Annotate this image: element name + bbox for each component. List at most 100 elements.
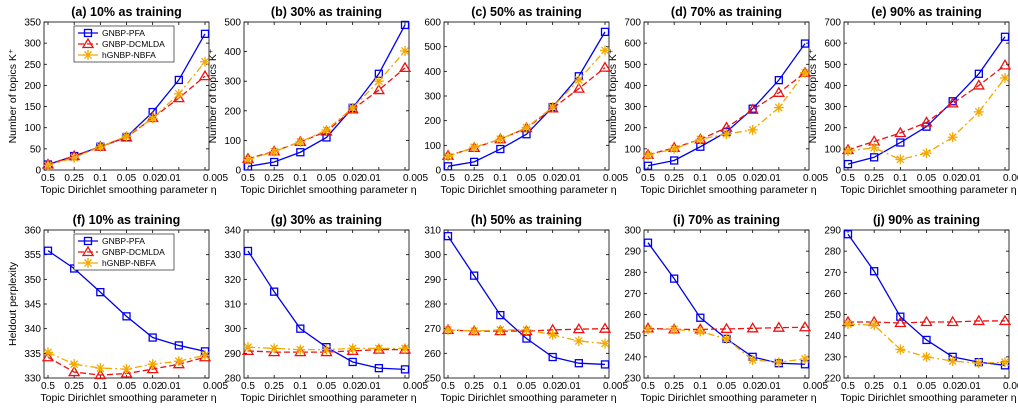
x-tick-label: 0.1 (493, 381, 507, 392)
plot-frame (843, 21, 1010, 171)
data-point (695, 134, 706, 145)
data-point (400, 20, 410, 30)
y-tick-label: 290 (624, 247, 641, 258)
legend-entry: hGNBP-NBFA (102, 50, 156, 60)
data-point (270, 287, 279, 296)
data-point (695, 326, 706, 337)
data-point (198, 69, 212, 81)
series-line (847, 36, 1006, 165)
x-tick-label: 0.005 (203, 381, 228, 392)
y-tick-label: 300 (624, 226, 641, 237)
data-point (895, 154, 906, 165)
data-point (800, 39, 810, 48)
x-tick-label: 0.05 (917, 173, 937, 184)
data-point (573, 336, 584, 346)
data-point (469, 326, 480, 337)
y-axis-label: Number of topics K⁺ (207, 48, 219, 143)
data-point (548, 352, 557, 362)
data-point (574, 359, 583, 368)
data-point (670, 274, 679, 283)
x-axis-label: Topic Dirichlet smoothing parameter η (40, 184, 216, 196)
legend-marker (83, 236, 93, 246)
y-tick-label: 300 (824, 102, 841, 113)
y-tick-label: 220 (824, 374, 841, 385)
y-tick-label: 230 (624, 374, 641, 385)
data-point (243, 342, 253, 353)
x-tick-label: 0.02 (943, 173, 963, 184)
chart-title: (i) 70% as training (673, 213, 780, 227)
y-tick-label: 500 (824, 60, 841, 71)
data-point (200, 350, 210, 361)
data-point (95, 363, 106, 374)
x-tick-label: 0.05 (517, 173, 537, 184)
data-point (443, 162, 453, 171)
x-tick-label: 0.01 (161, 381, 181, 392)
y-tick-label: 290 (824, 226, 841, 237)
y-tick-label: 270 (824, 268, 841, 279)
x-tick-label: 0.05 (917, 381, 937, 392)
data-point (1000, 357, 1010, 368)
y-axis-label: Number of topics K⁺ (7, 48, 19, 143)
data-point (348, 357, 357, 367)
y-tick-label: 240 (824, 331, 841, 342)
data-point (147, 113, 158, 124)
data-point (470, 271, 479, 280)
x-tick-label: 0.5 (441, 173, 455, 184)
x-tick-label: 0.005 (403, 173, 428, 184)
x-tick-label: 0.05 (117, 173, 137, 184)
data-point (400, 46, 410, 57)
data-point (922, 335, 931, 345)
x-tick-label: 0.02 (543, 381, 563, 392)
series-line (647, 242, 806, 365)
chart-title: (d) 70% as training (671, 5, 782, 19)
y-tick-label: 260 (624, 310, 641, 321)
x-tick-label: 0.01 (961, 381, 981, 392)
x-axis-label: Topic Dirichlet smoothing parameter η (440, 184, 616, 196)
x-tick-label: 0.1 (893, 173, 907, 184)
data-point (947, 356, 958, 367)
data-point (243, 246, 253, 256)
data-point (198, 350, 212, 362)
data-point (843, 145, 853, 156)
y-tick-label: 400 (224, 47, 241, 58)
x-tick-label: 0.005 (1003, 173, 1018, 184)
data-point (972, 79, 985, 90)
chart-title: (f) 10% as training (73, 213, 181, 227)
series-gnbp-dcmlda (441, 61, 612, 160)
chart-panel-5: 0 100 200 300 400 500 600 700 0.5 0.25 0.1 0.05 0.02… (807, 5, 1018, 196)
data-point (870, 267, 879, 276)
x-tick-label: 0.02 (143, 173, 163, 184)
data-point (121, 131, 132, 142)
x-tick-label: 0.02 (543, 173, 563, 184)
data-point (347, 343, 358, 354)
data-point (894, 126, 907, 138)
x-tick-label: 0.25 (64, 173, 84, 184)
data-point (269, 343, 280, 354)
y-tick-label: 400 (424, 67, 441, 78)
data-point (496, 310, 505, 320)
y-tick-label: 350 (24, 275, 41, 286)
x-tick-label: 0.1 (93, 173, 107, 184)
x-axis-label: Topic Dirichlet smoothing parameter η (240, 392, 416, 404)
series-line (247, 24, 406, 168)
y-tick-label: 350 (24, 18, 41, 29)
x-tick-label: 0.1 (93, 381, 107, 392)
data-point (296, 148, 305, 157)
data-point (148, 333, 157, 342)
data-point (772, 86, 785, 97)
x-tick-label: 0.25 (664, 381, 684, 392)
x-tick-label: 0.25 (864, 381, 884, 392)
data-point (521, 122, 532, 133)
data-point (496, 144, 505, 154)
y-tick-label: 290 (224, 349, 241, 360)
data-point (43, 246, 53, 255)
data-point (372, 83, 385, 95)
plot-frame (443, 21, 610, 171)
plot-frame (243, 21, 410, 171)
y-tick-label: 500 (224, 18, 241, 29)
x-tick-label: 0.01 (961, 173, 981, 184)
x-tick-label: 0.02 (943, 381, 963, 392)
